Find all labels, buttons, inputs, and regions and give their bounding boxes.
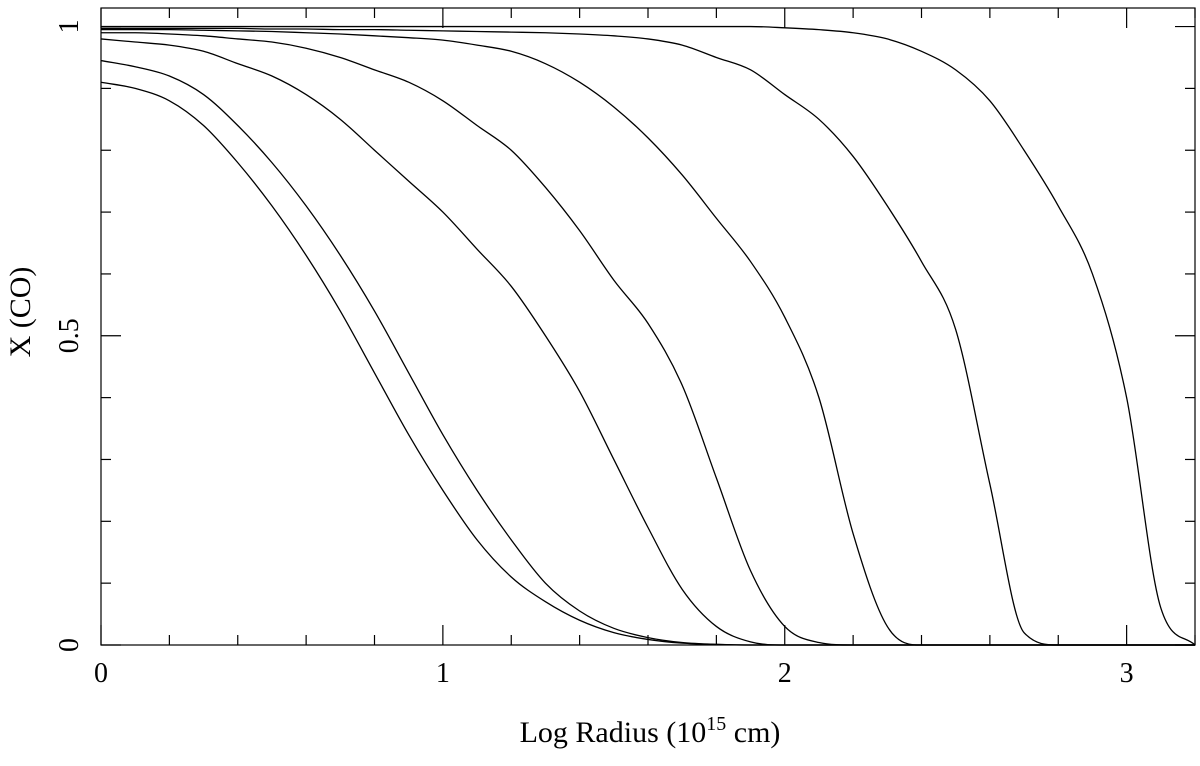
x-axis-label-text: Log Radius (10: [520, 716, 707, 749]
y-tick-label: 1: [54, 20, 85, 34]
x-tick-label: 1: [436, 658, 450, 689]
data-line: [100, 38, 1195, 646]
data-line: [100, 59, 1195, 646]
data-line: [100, 81, 1195, 646]
x-axis-label-unit: cm): [726, 716, 780, 749]
y-tick-label: 0: [54, 638, 85, 652]
y-axis-label: X (CO): [4, 267, 37, 358]
data-line: [100, 28, 1195, 646]
data-line: [100, 25, 1196, 646]
x-tick-label: 0: [94, 658, 108, 689]
y-tick-label: 0.5: [54, 318, 85, 353]
plot-frame: [100, 7, 1196, 646]
data-line: [100, 27, 1195, 646]
data-line: [100, 32, 1195, 646]
x-tick-label: 3: [1120, 658, 1134, 689]
x-tick-label: 2: [778, 658, 792, 689]
x-axis-label: Log Radius (1015 cm): [520, 713, 781, 749]
x-axis-label-superscript: 15: [706, 713, 726, 735]
